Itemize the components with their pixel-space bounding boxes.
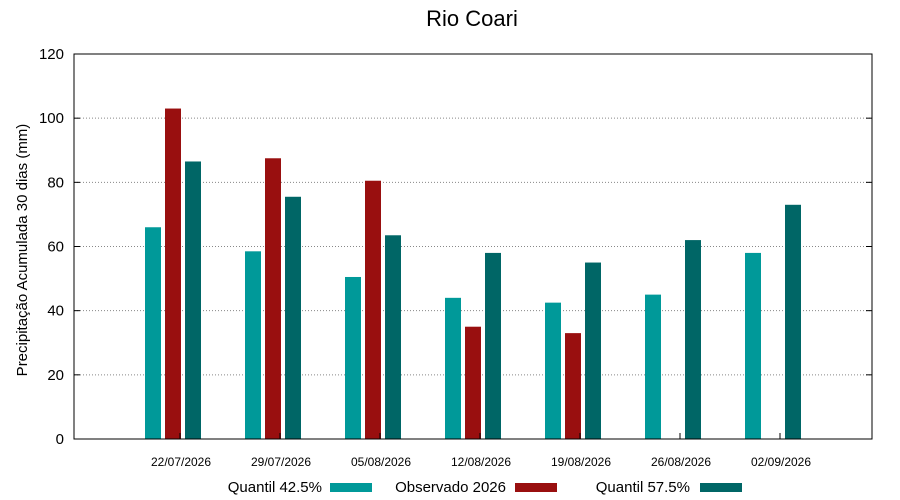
bar: [485, 252, 501, 439]
bar: [585, 262, 601, 439]
bar: [745, 252, 761, 439]
legend-label: Quantil 42.5%: [228, 479, 322, 496]
legend-swatch: [330, 483, 372, 492]
bar: [645, 294, 661, 439]
y-tick-label: 40: [47, 303, 64, 320]
x-tick-label: 05/08/2026: [351, 455, 411, 469]
x-axis-ticks: 22/07/2026 29/07/2026 05/08/2026 12/08/2026…: [151, 433, 811, 469]
y-axis-ticks: 0 20 40 60 80 100 120: [39, 46, 872, 448]
bar: [165, 108, 181, 440]
bars-group: [145, 108, 801, 440]
chart-title: Rio Coari: [426, 6, 518, 31]
y-axis-label: Precipitação Acumulada 30 dias (mm): [14, 124, 31, 377]
x-tick-label: 19/08/2026: [551, 455, 611, 469]
x-tick-label: 29/07/2026: [251, 455, 311, 469]
y-tick-label: 120: [39, 46, 64, 63]
bar: [445, 297, 461, 439]
y-tick-label: 60: [47, 239, 64, 256]
legend-label: Quantil 57.5%: [596, 479, 690, 496]
y-tick-label: 80: [47, 174, 64, 191]
bar: [185, 161, 201, 439]
x-tick-label: 22/07/2026: [151, 455, 211, 469]
bar: [345, 276, 361, 439]
x-tick-label: 26/08/2026: [651, 455, 711, 469]
bar: [545, 302, 561, 439]
legend-label: Observado 2026: [395, 479, 506, 496]
legend-swatch: [700, 483, 742, 492]
y-tick-label: 100: [39, 110, 64, 127]
y-tick-label: 20: [47, 367, 64, 384]
legend-swatch: [515, 483, 557, 492]
bar: [245, 251, 261, 439]
bar: [265, 158, 281, 440]
x-tick-label: 12/08/2026: [451, 455, 511, 469]
legend: Quantil 42.5% Observado 2026 Quantil 57.5%: [228, 479, 742, 496]
bar: [145, 227, 161, 439]
bar: [285, 196, 301, 439]
x-tick-label: 02/09/2026: [751, 455, 811, 469]
bar: [365, 180, 381, 439]
bar: [385, 235, 401, 439]
y-tick-label: 0: [56, 431, 64, 448]
bar: [785, 204, 801, 439]
bar: [465, 326, 481, 439]
bar: [685, 240, 701, 439]
bar: [565, 333, 581, 439]
